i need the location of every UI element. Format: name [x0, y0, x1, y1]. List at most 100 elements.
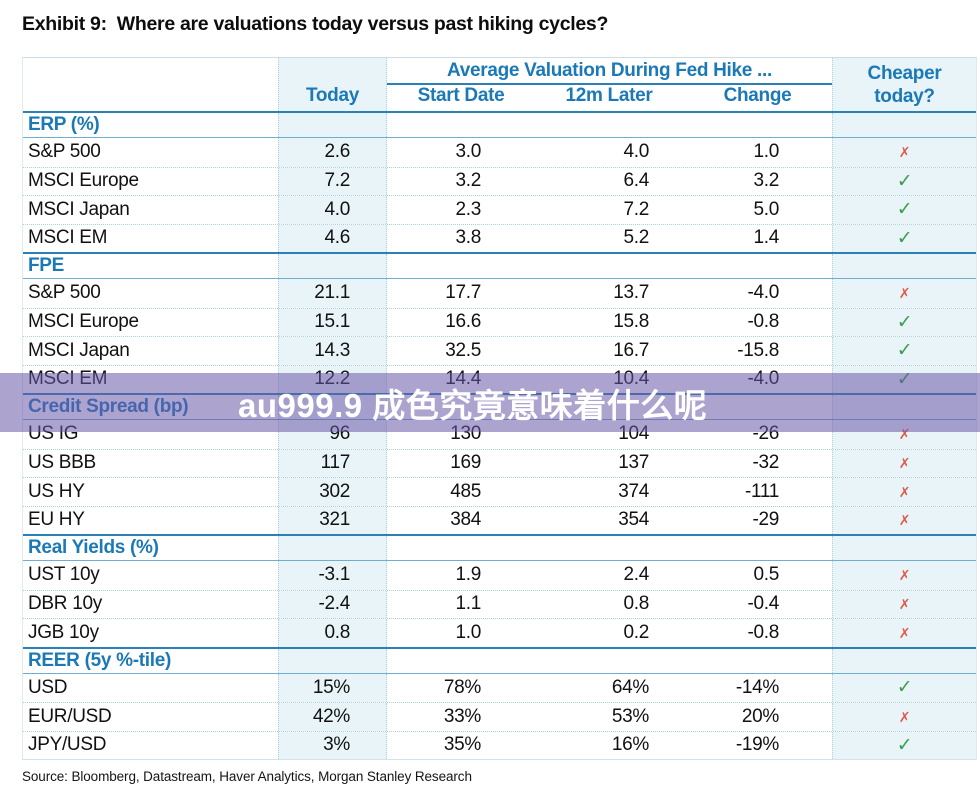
row-label: MSCI Europe	[28, 170, 139, 192]
table-header: Today Average Valuation During Fed Hike …	[23, 58, 976, 111]
x-icon: ✗	[898, 624, 911, 641]
cheaper-cell: ✓	[832, 308, 976, 336]
today-value: 7.2	[278, 167, 387, 195]
change-value: -0.8	[747, 621, 779, 643]
start-date-value: 1.0	[455, 621, 481, 643]
row-label: MSCI Europe	[28, 311, 139, 333]
cheaper-cell: ✗	[832, 590, 976, 618]
x-icon: ✗	[898, 144, 911, 161]
today-value: 15%	[278, 673, 387, 702]
watermark-overlay: au999.9 成色究竟意味着什么呢	[0, 373, 980, 432]
start-date-value: 35%	[443, 734, 481, 756]
row-label: MSCI EM	[28, 227, 108, 249]
12m-later-value: 16%	[611, 734, 649, 756]
row-label: EU HY	[28, 509, 85, 531]
today-value: 42%	[278, 703, 387, 731]
today-value: 4.6	[278, 224, 387, 252]
check-icon: ✓	[896, 227, 913, 249]
check-icon: ✓	[896, 170, 913, 192]
section-cheaper-cell	[832, 536, 976, 560]
change-value: -4.0	[747, 282, 779, 304]
header-empty-cell	[23, 58, 278, 111]
cheaper-cell: ✓	[832, 731, 976, 759]
x-icon: ✗	[898, 708, 911, 725]
start-date-value: 3.8	[455, 227, 481, 249]
header-12m-later: 12m Later	[565, 85, 653, 106]
change-value: 3.2	[753, 170, 779, 192]
today-value: 321	[278, 506, 387, 534]
section-cheaper-cell	[832, 648, 976, 673]
change-value: 0.5	[753, 564, 779, 586]
change-value: -14%	[735, 676, 779, 698]
table-row: UST 10y -3.1 1.9 2.4 0.5 ✗	[23, 561, 976, 590]
12m-later-value: 15.8	[613, 311, 649, 333]
x-icon: ✗	[898, 596, 911, 613]
12m-later-value: 16.7	[613, 339, 649, 361]
check-icon: ✓	[896, 199, 913, 221]
section-label: Real Yields (%)	[28, 537, 159, 558]
table-row: MSCI Europe 7.2 3.2 6.4 3.2 ✓	[23, 166, 976, 195]
section-label: ERP (%)	[28, 114, 100, 135]
header-start-date: Start Date	[417, 85, 505, 106]
header-today-label: Today	[305, 85, 360, 106]
change-value: -0.4	[747, 593, 779, 615]
today-value: 4.0	[278, 196, 387, 224]
today-value: -3.1	[278, 561, 387, 590]
change-value: -15.8	[737, 339, 779, 361]
start-date-value: 33%	[443, 705, 481, 727]
section-label: FPE	[28, 255, 65, 276]
12m-later-value: 2.4	[623, 564, 649, 586]
row-label: UST 10y	[28, 564, 100, 586]
today-value: -2.4	[278, 590, 387, 618]
today-value: 21.1	[278, 279, 387, 308]
change-value: -32	[752, 452, 779, 474]
x-icon: ✗	[898, 455, 911, 472]
section-cheaper-cell	[832, 113, 976, 137]
section-mid-cell	[387, 254, 832, 278]
change-value: 1.0	[753, 141, 779, 163]
today-value: 14.3	[278, 337, 387, 365]
section-label: REER (5y %-tile)	[28, 649, 172, 671]
header-change: Change	[723, 85, 792, 106]
cheaper-cell: ✓	[832, 224, 976, 252]
table-row: MSCI Japan 4.0 2.3 7.2 5.0 ✓	[23, 195, 976, 224]
start-date-value: 169	[450, 452, 481, 474]
today-value: 302	[278, 478, 387, 506]
row-label: S&P 500	[28, 141, 101, 163]
change-value: 20%	[741, 705, 779, 727]
section-today-cell	[278, 113, 387, 137]
section-mid-cell	[387, 536, 832, 560]
table-body: ERP (%) S&P 500 2.6 3.0 4.0 1.0 ✗ MSCI Europe 7.…	[23, 111, 976, 759]
check-icon: ✓	[896, 734, 913, 756]
12m-later-value: 5.2	[623, 227, 649, 249]
12m-later-value: 7.2	[623, 198, 649, 220]
exhibit-title: Exhibit 9: Where are valuations today ver…	[22, 13, 608, 36]
12m-later-value: 137	[618, 452, 649, 474]
cheaper-cell: ✓	[832, 673, 976, 702]
header-cheaper-line2: today?	[874, 85, 935, 107]
today-value: 2.6	[278, 138, 387, 167]
cheaper-cell: ✓	[832, 337, 976, 365]
cheaper-cell: ✓	[832, 196, 976, 224]
row-label: EUR/USD	[28, 705, 112, 727]
table-row: JPY/USD 3% 35% 16% -19% ✓	[23, 730, 976, 759]
row-label: JPY/USD	[28, 734, 107, 756]
table-row: JGB 10y 0.8 1.0 0.2 -0.8 ✗	[23, 618, 976, 647]
12m-later-value: 0.8	[623, 593, 649, 615]
header-today: Today	[278, 58, 387, 111]
start-date-value: 1.1	[455, 593, 481, 615]
start-date-value: 485	[450, 480, 481, 502]
12m-later-value: 354	[618, 509, 649, 531]
cheaper-cell: ✗	[832, 138, 976, 167]
x-icon: ✗	[898, 483, 911, 500]
change-value: -111	[744, 480, 779, 502]
today-value: 0.8	[278, 619, 387, 647]
check-icon: ✓	[896, 311, 913, 333]
start-date-value: 78%	[443, 676, 481, 698]
watermark-text: au999.9 成色究竟意味着什么呢	[238, 386, 708, 424]
x-icon: ✗	[898, 512, 911, 529]
cheaper-cell: ✗	[832, 279, 976, 308]
row-label: MSCI Japan	[28, 198, 130, 220]
table-row: S&P 500 2.6 3.0 4.0 1.0 ✗	[23, 138, 976, 167]
